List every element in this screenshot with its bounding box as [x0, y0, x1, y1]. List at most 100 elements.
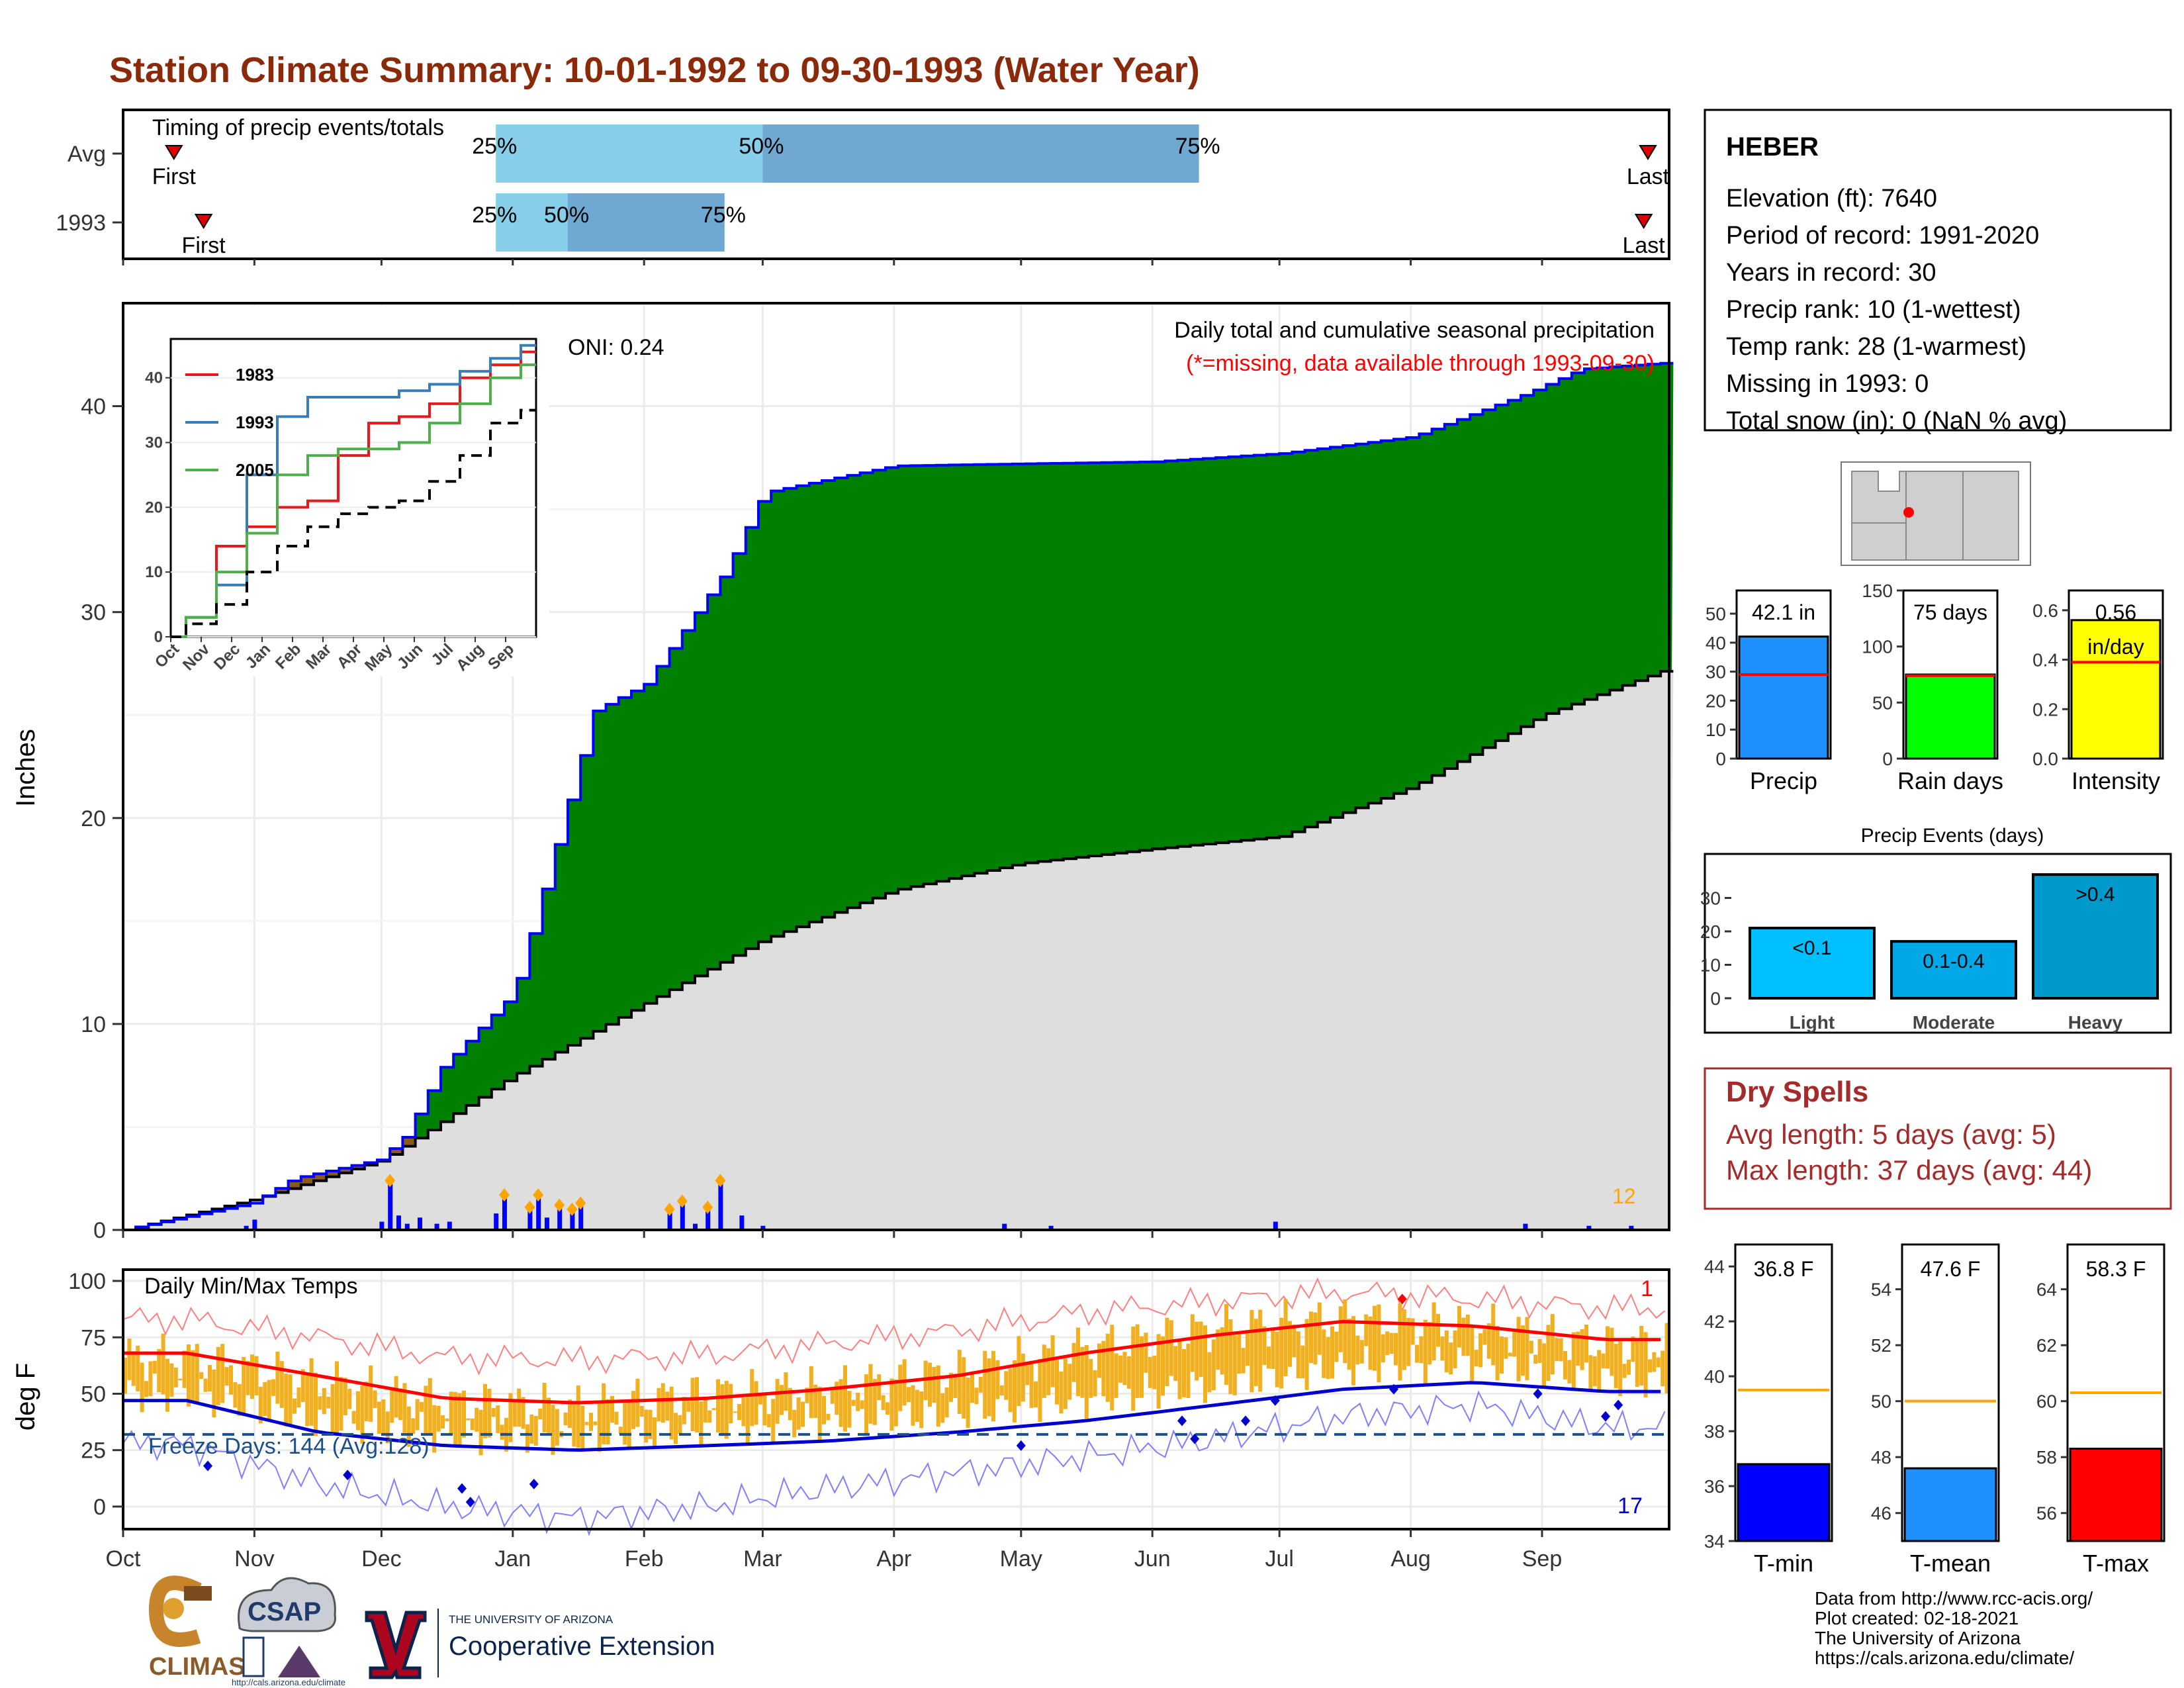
- daily-precip-bar: [739, 1215, 745, 1230]
- first-event-marker: [194, 214, 213, 229]
- daily-temp-bar: [385, 1411, 390, 1444]
- daily-temp-bar: [1275, 1331, 1279, 1387]
- record-high-marker: [1397, 1293, 1407, 1305]
- daily-temp-bar: [1126, 1356, 1131, 1389]
- daily-temp-bar: [1224, 1303, 1228, 1385]
- record-min-count: 17: [1617, 1493, 1643, 1519]
- precip-y-tick-label: 10: [81, 1012, 106, 1037]
- daily-temp-bar: [729, 1383, 733, 1424]
- timing-p25-label: 25%: [472, 134, 517, 159]
- daily-temp-bar: [347, 1389, 352, 1409]
- daily-temp-bar: [309, 1358, 314, 1426]
- daily-temp-bar: [462, 1390, 466, 1438]
- daily-temp-bar: [555, 1409, 559, 1446]
- inset-series-line: [171, 363, 536, 638]
- daily-temp-bar: [1232, 1335, 1237, 1395]
- avg-max-line: [123, 1319, 1661, 1405]
- daily-temp-bar: [1567, 1360, 1572, 1383]
- daily-temp-bar: [830, 1389, 835, 1404]
- daily-temp-bar: [733, 1411, 737, 1413]
- daily-precip-bar: [396, 1215, 401, 1230]
- daily-temp-bar: [136, 1345, 140, 1391]
- daily-temp-bar: [1486, 1323, 1491, 1359]
- climas-text: CLIMAS: [149, 1653, 246, 1681]
- daily-temp-bar: [356, 1391, 360, 1430]
- record-low-marker: [1190, 1433, 1200, 1444]
- daily-temp-bar: [881, 1395, 886, 1411]
- daily-temp-bar: [1207, 1352, 1212, 1393]
- dry-spells-avg: Avg length: 5 days (avg: 5): [1726, 1119, 2056, 1150]
- temp-summary-bar: [2069, 1448, 2163, 1542]
- daily-temp-bar: [771, 1399, 776, 1442]
- daily-temp-bar: [966, 1378, 970, 1429]
- daily-temp-bar: [279, 1361, 284, 1408]
- temp-y-tick-label: 0: [93, 1495, 106, 1520]
- avg-min-line: [123, 1381, 1661, 1452]
- daily-temp-bar: [653, 1417, 657, 1448]
- daily-temp-bar: [1550, 1313, 1555, 1375]
- daily-temp-bar: [1017, 1336, 1021, 1407]
- month-tick-label: Apr: [876, 1546, 911, 1571]
- daily-temp-bar: [1292, 1324, 1297, 1358]
- daily-temp-bar: [826, 1413, 831, 1421]
- daily-temp-bar: [1592, 1356, 1597, 1387]
- timing-p50-label: 50%: [739, 134, 784, 159]
- temp-summary-y-tick-label: 38: [1704, 1421, 1725, 1442]
- temp-summary-y-tick-label: 62: [2036, 1335, 2057, 1356]
- daily-temp-bar: [1322, 1329, 1326, 1378]
- daily-temp-bar: [877, 1374, 882, 1401]
- daily-temp-bar: [157, 1348, 161, 1393]
- temp-y-tick-label: 50: [81, 1382, 106, 1407]
- daily-temp-bar: [809, 1366, 813, 1419]
- daily-temp-bar: [962, 1357, 966, 1419]
- daily-temp-bar: [872, 1379, 877, 1425]
- daily-temp-bar: [1122, 1352, 1127, 1385]
- daily-temp-bar: [470, 1418, 475, 1430]
- daily-temp-bar: [1453, 1330, 1457, 1368]
- heavy-day-marker: [499, 1188, 510, 1202]
- daily-temp-bar: [623, 1403, 627, 1445]
- daily-temp-bar: [1105, 1333, 1110, 1402]
- daily-temp-bar: [1479, 1333, 1482, 1368]
- daily-temp-bar: [1474, 1350, 1479, 1367]
- daily-temp-bar: [665, 1391, 670, 1421]
- daily-temp-bar: [390, 1387, 394, 1423]
- daily-temp-bar: [441, 1415, 445, 1429]
- daily-precip-bar: [1629, 1225, 1634, 1230]
- daily-temp-bar: [369, 1365, 373, 1422]
- summary-bar-label: Intensity: [2071, 767, 2160, 794]
- daily-temp-bar: [1071, 1342, 1076, 1382]
- daily-temp-bar: [233, 1382, 238, 1408]
- daily-temp-bar: [1114, 1353, 1118, 1398]
- inset-y-tick-label: 40: [145, 369, 163, 387]
- daily-temp-bar: [580, 1405, 585, 1452]
- daily-precip-bar: [1523, 1223, 1528, 1230]
- daily-temp-bar: [674, 1413, 678, 1444]
- temp-summary-bar: [1903, 1467, 1997, 1542]
- station-info-line: Years in record: 30: [1726, 259, 1936, 287]
- daily-temp-bar: [889, 1378, 894, 1431]
- temp-marks: [122, 1270, 1669, 1536]
- daily-temp-bar: [817, 1387, 822, 1441]
- daily-temp-bar: [898, 1364, 903, 1411]
- daily-temp-bar: [1495, 1325, 1500, 1380]
- daily-temp-bar: [970, 1372, 974, 1403]
- daily-temp-bar: [813, 1384, 818, 1418]
- ua-bottom-text: Cooperative Extension: [449, 1632, 715, 1661]
- daily-temp-bar: [271, 1379, 275, 1396]
- temp-summary-bars: 36.8 F 34 36 38 40 42 44 T-min 47.6 F 46 48 50 52 54 T…: [1704, 1243, 2165, 1577]
- precip-y-tick-label: 20: [81, 806, 106, 831]
- daily-temp-bar: [1093, 1370, 1097, 1397]
- daily-temp-bar: [686, 1399, 691, 1412]
- daily-temp-bar: [330, 1383, 335, 1433]
- daily-precip-bar: [1586, 1225, 1592, 1230]
- daily-temp-bar: [915, 1389, 919, 1423]
- temp-summary-label: T-mean: [1910, 1550, 1991, 1577]
- daily-temp-bar: [191, 1350, 195, 1403]
- daily-temp-bar: [1652, 1352, 1657, 1372]
- daily-temp-bar: [1271, 1330, 1275, 1370]
- daily-temp-bar: [428, 1378, 432, 1434]
- daily-temp-bar: [919, 1391, 924, 1429]
- daily-temp-bar: [1118, 1355, 1122, 1383]
- temp-summary-y-tick-label: 52: [1871, 1335, 1891, 1356]
